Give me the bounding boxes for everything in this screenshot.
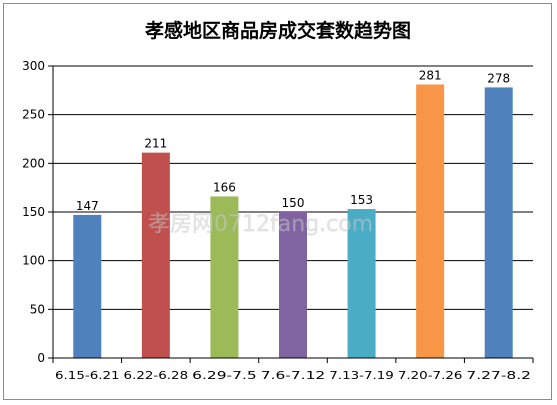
x-tick-label: 6.22-6.28	[124, 369, 189, 382]
bar	[279, 212, 307, 358]
x-tick-label: 7.6-7.12	[261, 369, 326, 382]
data-label: 150	[282, 196, 305, 210]
bar	[141, 152, 170, 358]
y-tick-label: 300	[22, 59, 45, 73]
data-labels: 147 211 166 150 153 281 278	[76, 68, 510, 212]
bar	[73, 214, 102, 358]
y-tick-label: 50	[30, 302, 45, 316]
y-tick-label: 200	[22, 156, 45, 170]
bar	[416, 84, 445, 358]
axes: 0 50 100 150 200 250 300 6.15-6.21 6.22-6.28 6.29…	[22, 59, 534, 382]
chart-title: 孝感地区商品房成交套数趋势图	[145, 19, 411, 42]
y-tick-label: 250	[22, 108, 45, 122]
bar	[484, 87, 513, 358]
y-tick-label: 0	[37, 351, 45, 365]
data-label: 281	[419, 68, 442, 82]
x-tick-label: 6.29-7.5	[192, 369, 257, 382]
x-tick-label: 7.27-8.2	[466, 369, 531, 382]
watermark: 孝房网0712fang.com	[148, 212, 374, 237]
data-label: 211	[144, 137, 167, 151]
x-tick-label: 7.20-7.26	[398, 369, 463, 382]
y-tick-label: 150	[22, 205, 45, 219]
x-tick-label: 7.13-7.19	[329, 369, 394, 382]
x-tick-label: 6.15-6.21	[55, 369, 120, 382]
data-label: 166	[213, 180, 236, 194]
data-label: 278	[487, 71, 510, 85]
bars	[73, 84, 513, 358]
bar	[210, 196, 239, 358]
bar	[347, 209, 376, 358]
y-tick-label: 100	[22, 254, 45, 268]
data-label: 147	[76, 199, 99, 213]
watermark-text: 孝房网0712fang.com	[148, 212, 373, 237]
data-label: 153	[350, 193, 373, 207]
